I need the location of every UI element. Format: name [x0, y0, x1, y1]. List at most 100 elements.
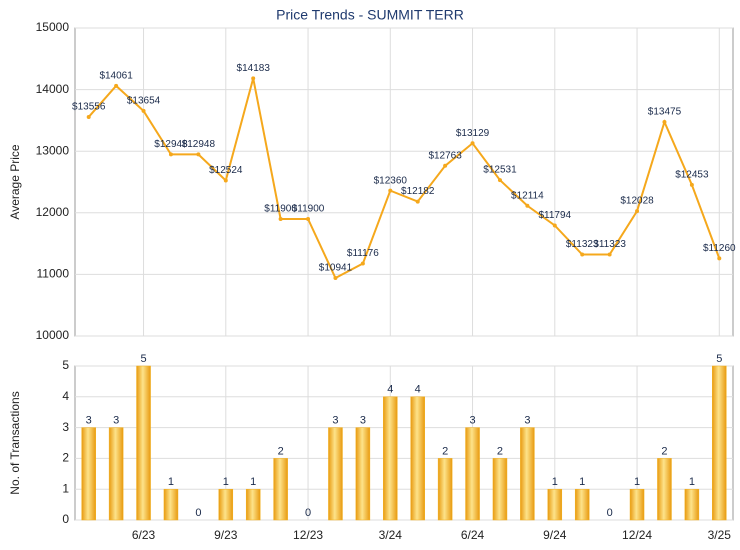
data-label: $10941: [319, 263, 353, 274]
data-label: $11176: [347, 248, 379, 259]
data-label: 2: [497, 445, 503, 457]
data-label: 5: [716, 353, 722, 365]
plot-area: [74, 27, 734, 337]
point: [415, 199, 420, 204]
data-label: 2: [661, 445, 667, 457]
point: [662, 119, 667, 124]
bar: [218, 488, 234, 521]
point: [86, 114, 91, 119]
data-label: 4: [387, 384, 393, 396]
y-tick-label: 0: [62, 512, 69, 526]
data-label: $12524: [209, 165, 243, 176]
bar: [520, 427, 535, 521]
y-tick-label: 14000: [36, 82, 70, 96]
data-label: $13475: [648, 107, 682, 118]
data-label: $12028: [620, 196, 654, 207]
data-label: 3: [86, 415, 92, 427]
x-tick-label: 3/24: [379, 528, 403, 542]
x-tick-label: 9/24: [543, 528, 567, 542]
y-tick-label: 3: [62, 420, 69, 434]
bar: [629, 488, 645, 521]
y-tick-label: 10000: [36, 328, 70, 342]
data-label: 0: [195, 507, 201, 519]
data-label: $12531: [483, 165, 517, 176]
data-label: $11323: [593, 239, 626, 250]
y-tick-label: 1: [62, 481, 69, 495]
point: [443, 163, 448, 168]
bar: [355, 427, 371, 521]
data-label: $11900: [292, 204, 325, 215]
point: [635, 209, 640, 214]
data-label: $13654: [127, 96, 161, 107]
chart-title: Price Trends - SUMMIT TERR: [276, 7, 464, 23]
y-tick-label: 13000: [36, 143, 70, 157]
point: [470, 141, 475, 146]
point: [333, 276, 338, 281]
data-label: 3: [360, 415, 366, 427]
data-label: 1: [552, 476, 558, 488]
bar: [547, 488, 563, 521]
point: [525, 203, 530, 208]
y-tick-label: 12000: [36, 205, 70, 219]
data-label: $14183: [237, 63, 271, 74]
bar: [81, 427, 96, 521]
point: [552, 223, 557, 228]
data-label: 1: [634, 476, 640, 488]
price-line: [87, 78, 721, 280]
point: [497, 178, 502, 183]
bar: [437, 458, 453, 521]
data-label: $12948: [154, 139, 188, 150]
data-label: 4: [415, 384, 421, 396]
point: [196, 152, 201, 157]
y-tick-label: 2: [62, 451, 69, 465]
data-label: $11794: [538, 210, 571, 221]
x-tick-label: 6/23: [132, 528, 156, 542]
point: [607, 252, 612, 257]
bar: [410, 396, 425, 521]
data-label: $12948: [182, 139, 216, 150]
data-label: $12114: [511, 190, 544, 201]
data-label: 1: [168, 476, 174, 488]
y-axis-label: Average Price: [8, 144, 22, 219]
x-tick-label: 6/24: [461, 528, 485, 542]
data-label: 1: [250, 476, 256, 488]
data-label: 1: [689, 476, 695, 488]
bar: [465, 427, 480, 521]
data-label: $11260: [703, 243, 736, 254]
point: [141, 108, 146, 113]
data-label: $11323: [566, 239, 599, 250]
point: [689, 182, 694, 187]
bar: [684, 488, 700, 521]
point: [717, 256, 722, 261]
point: [306, 216, 311, 221]
data-label: $14061: [99, 70, 133, 81]
data-label: 3: [332, 415, 338, 427]
point: [580, 252, 585, 257]
data-label: 3: [113, 415, 119, 427]
data-label: $12360: [374, 175, 408, 186]
data-label: $12182: [401, 186, 435, 197]
x-tick-label: 12/24: [622, 528, 652, 542]
data-label: $13556: [72, 102, 106, 113]
bar: [492, 458, 508, 521]
data-label: 5: [140, 353, 146, 365]
bar: [136, 365, 151, 521]
point: [388, 188, 393, 193]
data-label: $13129: [456, 128, 490, 139]
data-label: 1: [223, 476, 229, 488]
bar: [163, 488, 179, 521]
data-label: 2: [442, 445, 448, 457]
data-label: 0: [305, 507, 311, 519]
y-tick-label: 11000: [37, 267, 70, 281]
x-tick-label: 9/23: [214, 528, 238, 542]
bar: [712, 365, 727, 521]
data-label: 2: [278, 445, 284, 457]
data-label: 3: [524, 415, 530, 427]
data-label: 1: [579, 476, 585, 488]
point: [251, 76, 256, 81]
bar: [108, 427, 124, 521]
y-axis-label: No. of Transactions: [8, 391, 22, 494]
data-label: 3: [469, 415, 475, 427]
bar: [273, 458, 288, 521]
